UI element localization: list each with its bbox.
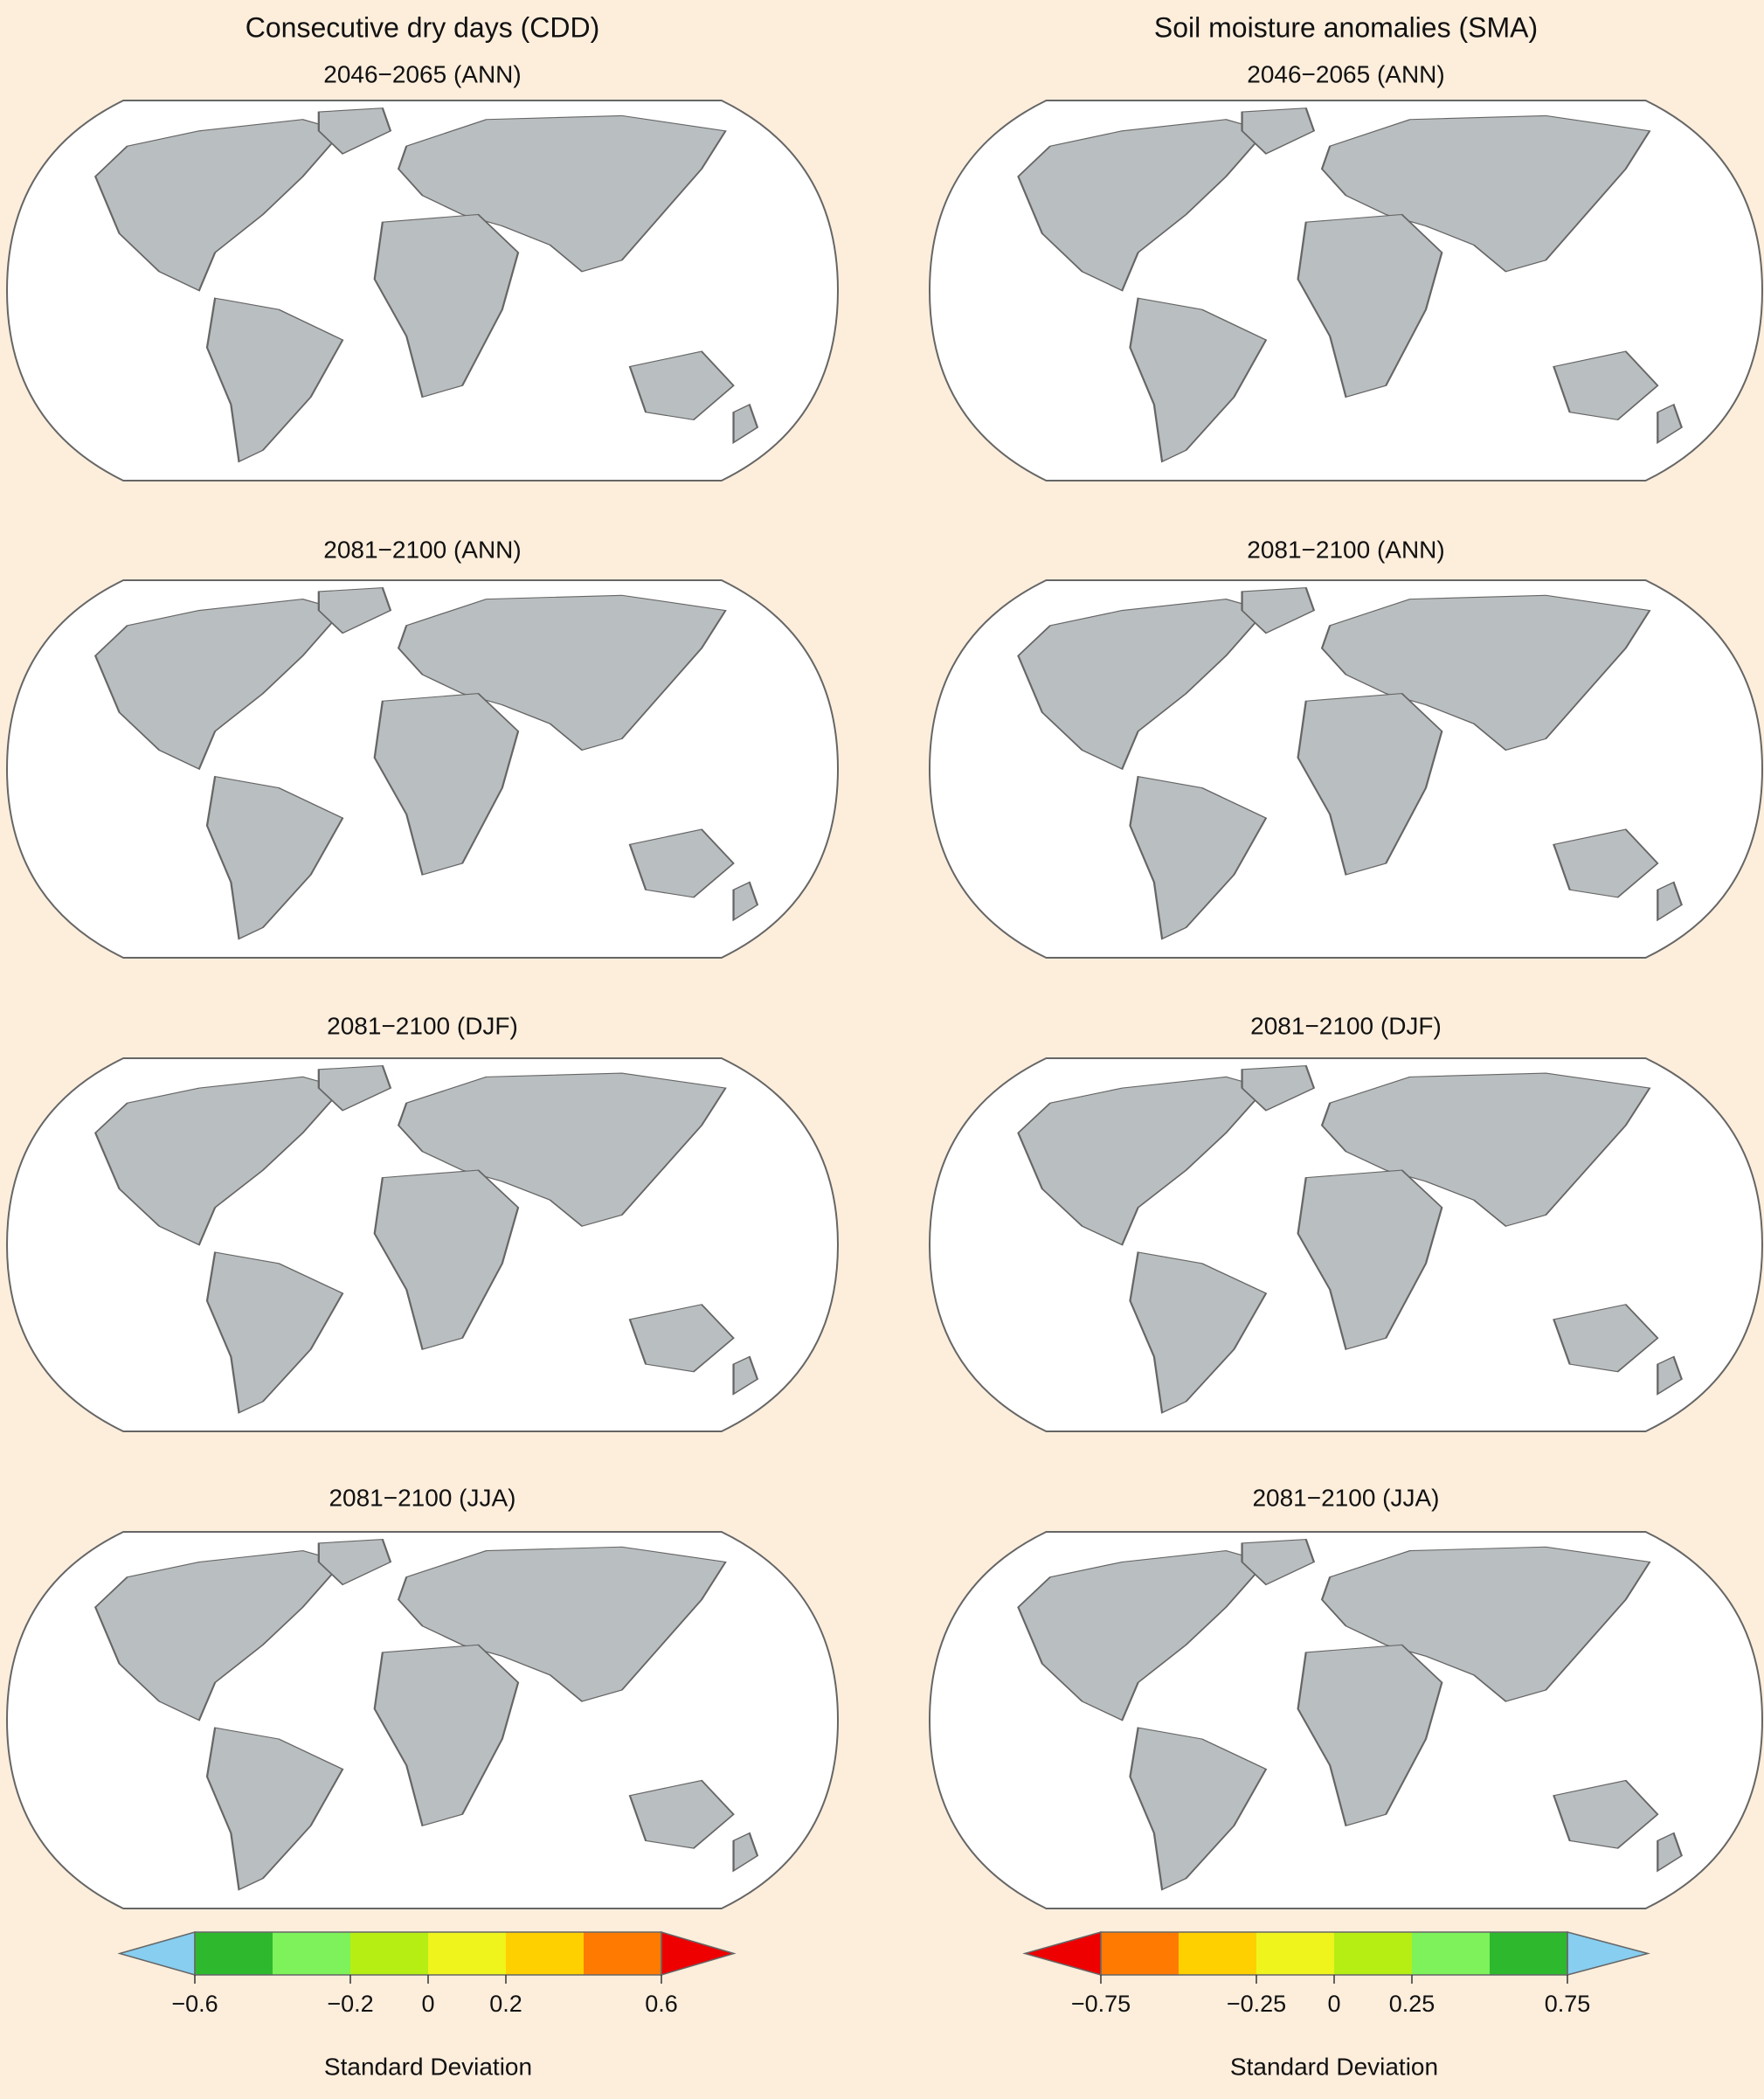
colorbar-tick-label: −0.75 (1071, 1991, 1131, 2017)
colorbar-segment (1412, 1932, 1490, 1975)
colorbar-segment (1256, 1932, 1334, 1975)
colorbar-segment (584, 1932, 661, 1975)
panel-title: 2081−2100 (JJA) (1252, 1484, 1439, 1511)
colorbar-tick-label: 0.2 (489, 1991, 522, 2017)
colorbar-segment (1334, 1932, 1412, 1975)
colorbar-arrow (661, 1930, 737, 1977)
colorbar-tick-label: 0 (421, 1991, 434, 2017)
panel-title: 2081−2100 (DJF) (1250, 1012, 1442, 1039)
colorbar-tick-label: 0 (1327, 1991, 1340, 2017)
colorbar-segment (1179, 1932, 1256, 1975)
colorbar-arrow (1022, 1931, 1102, 1976)
column-title: Consecutive dry days (CDD) (246, 11, 599, 43)
colorbar-arrow (117, 1931, 196, 1976)
panel-title: 2081−2100 (DJF) (327, 1012, 518, 1039)
panel-title: 2046−2065 (ANN) (323, 60, 521, 87)
colorbar-segment (1490, 1932, 1567, 1975)
colorbar-segment (428, 1932, 506, 1975)
colorbar-label: Standard Deviation (324, 2053, 532, 2080)
colorbar-segment (506, 1932, 584, 1975)
column-title: Soil moisture anomalies (SMA) (1154, 11, 1538, 43)
panel-title: 2081−2100 (ANN) (323, 536, 521, 563)
colorbar-arrow (1567, 1931, 1650, 1976)
panel-title: 2046−2065 (ANN) (1247, 60, 1444, 87)
colorbar-tick-label: −0.2 (327, 1991, 373, 2017)
colorbar-segment (273, 1932, 350, 1975)
colorbar-tick-label: 0.25 (1389, 1991, 1435, 2017)
colorbar-tick-label: −0.6 (171, 1991, 218, 2017)
colorbar-tick-label: 0.6 (645, 1991, 678, 2017)
colorbar-tick-label: −0.25 (1227, 1991, 1286, 2017)
colorbar-tick-label: 0.75 (1545, 1991, 1591, 2017)
colorbar-segment (350, 1932, 428, 1975)
panel-title: 2081−2100 (ANN) (1247, 536, 1444, 563)
colorbar-label: Standard Deviation (1230, 2053, 1438, 2080)
panel-title: 2081−2100 (JJA) (329, 1484, 515, 1511)
colorbar-segment (195, 1932, 273, 1975)
colorbar-segment (1101, 1932, 1179, 1975)
